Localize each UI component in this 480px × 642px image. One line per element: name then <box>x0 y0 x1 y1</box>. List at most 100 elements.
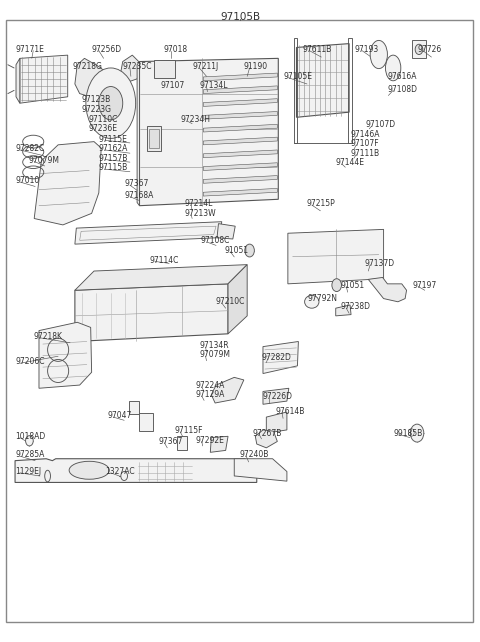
Polygon shape <box>75 58 108 98</box>
Polygon shape <box>412 40 426 58</box>
Polygon shape <box>20 55 68 103</box>
Polygon shape <box>6 20 473 622</box>
Text: 97123B: 97123B <box>81 96 110 105</box>
Text: 97107: 97107 <box>160 81 184 90</box>
Text: 97210C: 97210C <box>215 297 244 306</box>
Polygon shape <box>16 58 20 103</box>
Ellipse shape <box>45 470 50 482</box>
Text: 97235C: 97235C <box>123 62 152 71</box>
Polygon shape <box>75 284 228 342</box>
Text: 97285A: 97285A <box>15 451 45 460</box>
Ellipse shape <box>86 68 136 139</box>
Polygon shape <box>204 175 277 183</box>
Polygon shape <box>210 437 228 453</box>
Text: 97282D: 97282D <box>262 353 291 362</box>
Polygon shape <box>263 388 289 404</box>
Polygon shape <box>15 459 257 482</box>
Polygon shape <box>263 342 299 374</box>
Polygon shape <box>129 401 139 414</box>
Text: 97193: 97193 <box>355 45 379 54</box>
Text: 97162A: 97162A <box>99 144 128 153</box>
Polygon shape <box>297 44 349 117</box>
Ellipse shape <box>332 279 341 291</box>
Polygon shape <box>211 377 244 403</box>
Text: 91051: 91051 <box>340 281 365 290</box>
Text: 97079M: 97079M <box>28 156 60 165</box>
Ellipse shape <box>415 44 423 55</box>
Text: 97611B: 97611B <box>302 45 332 54</box>
Text: 99185B: 99185B <box>393 429 422 438</box>
Polygon shape <box>228 265 247 334</box>
Text: 97079M: 97079M <box>199 351 230 360</box>
Polygon shape <box>34 142 101 225</box>
Text: 97144E: 97144E <box>336 159 365 168</box>
Text: 97256D: 97256D <box>92 45 122 54</box>
Ellipse shape <box>410 424 424 442</box>
Polygon shape <box>75 265 247 290</box>
Ellipse shape <box>245 244 254 257</box>
Text: 97115B: 97115B <box>99 164 128 173</box>
Text: 97213W: 97213W <box>185 209 216 218</box>
Polygon shape <box>204 112 277 119</box>
Polygon shape <box>177 437 187 451</box>
Polygon shape <box>154 60 175 78</box>
Polygon shape <box>368 277 407 302</box>
Text: 97238D: 97238D <box>340 302 371 311</box>
Polygon shape <box>204 188 277 196</box>
Text: 1327AC: 1327AC <box>105 467 135 476</box>
Text: 97367: 97367 <box>124 179 148 188</box>
Ellipse shape <box>121 471 128 480</box>
Ellipse shape <box>385 55 401 81</box>
Text: 97236E: 97236E <box>88 125 117 134</box>
Polygon shape <box>204 163 277 171</box>
Text: 97108D: 97108D <box>387 85 418 94</box>
Text: 91051: 91051 <box>225 246 249 255</box>
Text: 97214L: 97214L <box>185 199 213 208</box>
Polygon shape <box>266 412 287 433</box>
Text: 97134L: 97134L <box>199 81 228 90</box>
Text: 97115E: 97115E <box>99 135 128 144</box>
Text: 97171E: 97171E <box>15 45 44 54</box>
Polygon shape <box>140 413 153 431</box>
Text: 97226D: 97226D <box>263 392 293 401</box>
Text: 97018: 97018 <box>163 45 188 54</box>
Text: 97267B: 97267B <box>253 429 282 438</box>
Text: 97215P: 97215P <box>306 199 335 208</box>
Text: 97282C: 97282C <box>15 144 44 153</box>
Text: 97137D: 97137D <box>364 259 395 268</box>
Ellipse shape <box>99 87 123 120</box>
Polygon shape <box>255 430 277 448</box>
Text: 97211J: 97211J <box>192 62 218 71</box>
Text: 97792N: 97792N <box>307 294 337 303</box>
Text: 97218G: 97218G <box>72 62 102 71</box>
Text: 1129EJ: 1129EJ <box>15 467 41 476</box>
Text: 97614B: 97614B <box>276 408 305 417</box>
Text: 1018AD: 1018AD <box>15 432 45 441</box>
Polygon shape <box>140 58 278 205</box>
Text: 97107D: 97107D <box>365 121 396 130</box>
Ellipse shape <box>305 295 319 308</box>
Text: 97223G: 97223G <box>81 105 111 114</box>
Text: 97367: 97367 <box>158 437 183 446</box>
Polygon shape <box>137 62 140 205</box>
Text: 97110C: 97110C <box>88 116 118 125</box>
Polygon shape <box>39 322 92 388</box>
Text: 97108C: 97108C <box>201 236 230 245</box>
Text: 97115F: 97115F <box>174 426 203 435</box>
Polygon shape <box>204 73 277 81</box>
Text: 97107F: 97107F <box>350 139 379 148</box>
Text: 97105B: 97105B <box>220 12 260 22</box>
Ellipse shape <box>370 40 387 69</box>
Text: 97010: 97010 <box>15 176 39 185</box>
Polygon shape <box>147 126 161 152</box>
Text: 97206C: 97206C <box>15 358 45 367</box>
Polygon shape <box>75 221 222 244</box>
Text: 97726: 97726 <box>417 45 441 54</box>
Polygon shape <box>204 99 277 107</box>
Text: 97146A: 97146A <box>350 130 380 139</box>
Polygon shape <box>288 229 384 284</box>
Text: 97129A: 97129A <box>196 390 225 399</box>
Polygon shape <box>336 305 351 316</box>
Polygon shape <box>204 150 277 158</box>
Text: 91190: 91190 <box>244 62 268 71</box>
